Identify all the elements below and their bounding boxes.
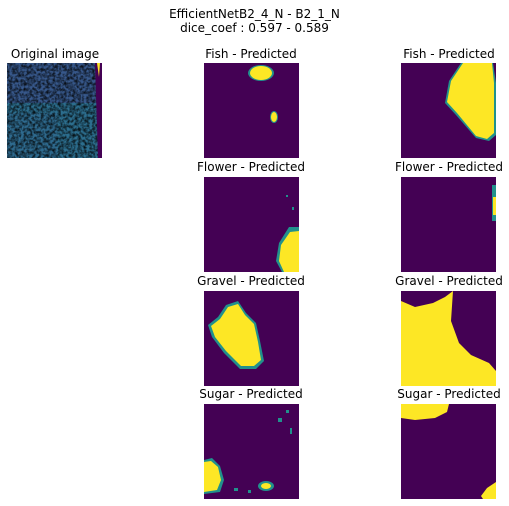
gravel-predicted-title-2: Gravel - Predicted (395, 274, 503, 288)
original-image (7, 63, 102, 158)
flower-predicted-title-1: Flower - Predicted (197, 160, 305, 174)
figure-subtitle: dice_coef : 0.597 - 0.589 (180, 21, 329, 35)
original-image-title: Original image (10, 47, 100, 61)
flower-predicted-mask-1 (204, 177, 299, 272)
figure-title: EfficientNetB2_4_N - B2_1_N (169, 7, 340, 21)
flower-predicted-mask-2 (401, 177, 496, 272)
sugar-predicted-mask-2 (401, 404, 496, 499)
flower-predicted-title-2: Flower - Predicted (395, 160, 503, 174)
sugar-predicted-title-1: Sugar - Predicted (199, 387, 303, 401)
sugar-predicted-mask-1 (204, 404, 299, 499)
fish-predicted-title-2: Fish - Predicted (403, 47, 495, 61)
gravel-predicted-mask-1 (204, 291, 299, 386)
sugar-predicted-title-2: Sugar - Predicted (397, 387, 501, 401)
fish-predicted-title-1: Fish - Predicted (205, 47, 297, 61)
fish-predicted-mask-2 (401, 63, 496, 158)
gravel-predicted-mask-2 (401, 291, 496, 386)
gravel-predicted-title-1: Gravel - Predicted (197, 274, 305, 288)
fish-predicted-mask-1 (204, 63, 299, 158)
